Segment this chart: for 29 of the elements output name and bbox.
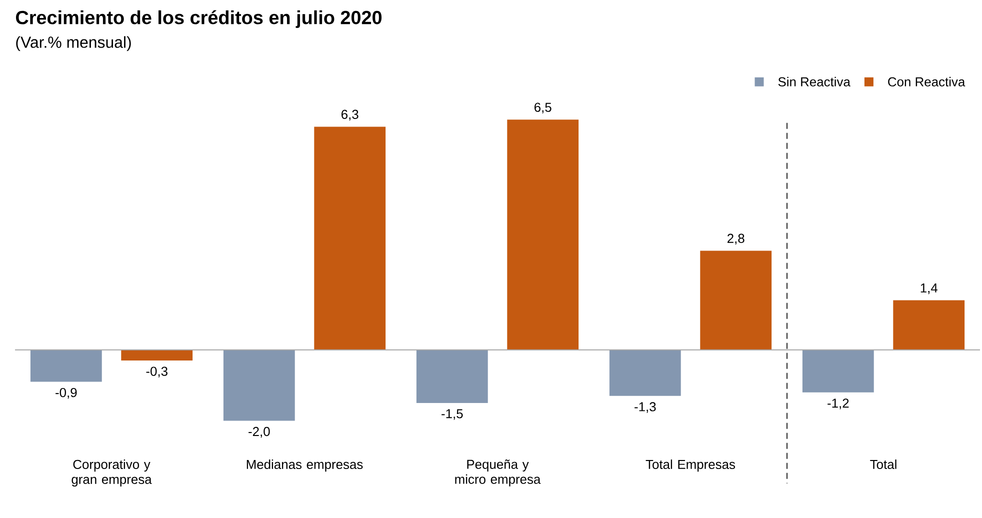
chart-title: Crecimiento de los créditos en julio 2020	[16, 10, 382, 28]
data-label: -1,5	[442, 409, 463, 420]
bar	[30, 350, 102, 382]
x-tick-label: Medianas empresas	[246, 460, 363, 472]
data-label: 2,8	[728, 234, 744, 244]
bar	[314, 126, 386, 350]
bar	[802, 350, 874, 392]
data-label: 6,5	[534, 102, 552, 114]
bar	[893, 300, 965, 350]
data-label: -1,3	[634, 402, 656, 413]
data-label: 6,3	[342, 110, 358, 121]
bar	[507, 120, 579, 350]
bar	[609, 350, 681, 396]
data-label: -2,0	[248, 426, 270, 438]
x-tick-label: Corporativo y gran empresa	[72, 460, 152, 487]
x-tick-label: Pequeña y micro empresa	[455, 459, 541, 486]
legend-label: Sin Reactiva	[778, 76, 850, 86]
data-label: -0,9	[56, 388, 77, 399]
x-tick-label: Total	[870, 460, 896, 470]
data-label: -1,2	[828, 398, 849, 410]
bar	[416, 350, 488, 404]
data-label: 1,4	[920, 284, 938, 294]
bar	[223, 350, 295, 421]
chart-subtitle: (Var.% mensual)	[16, 36, 131, 52]
bar	[700, 250, 772, 350]
x-tick-label: Total Empresas	[646, 460, 736, 472]
data-label: -0,3	[146, 366, 168, 378]
legend-label: Con Reactiva	[888, 76, 966, 86]
bar	[121, 350, 193, 361]
